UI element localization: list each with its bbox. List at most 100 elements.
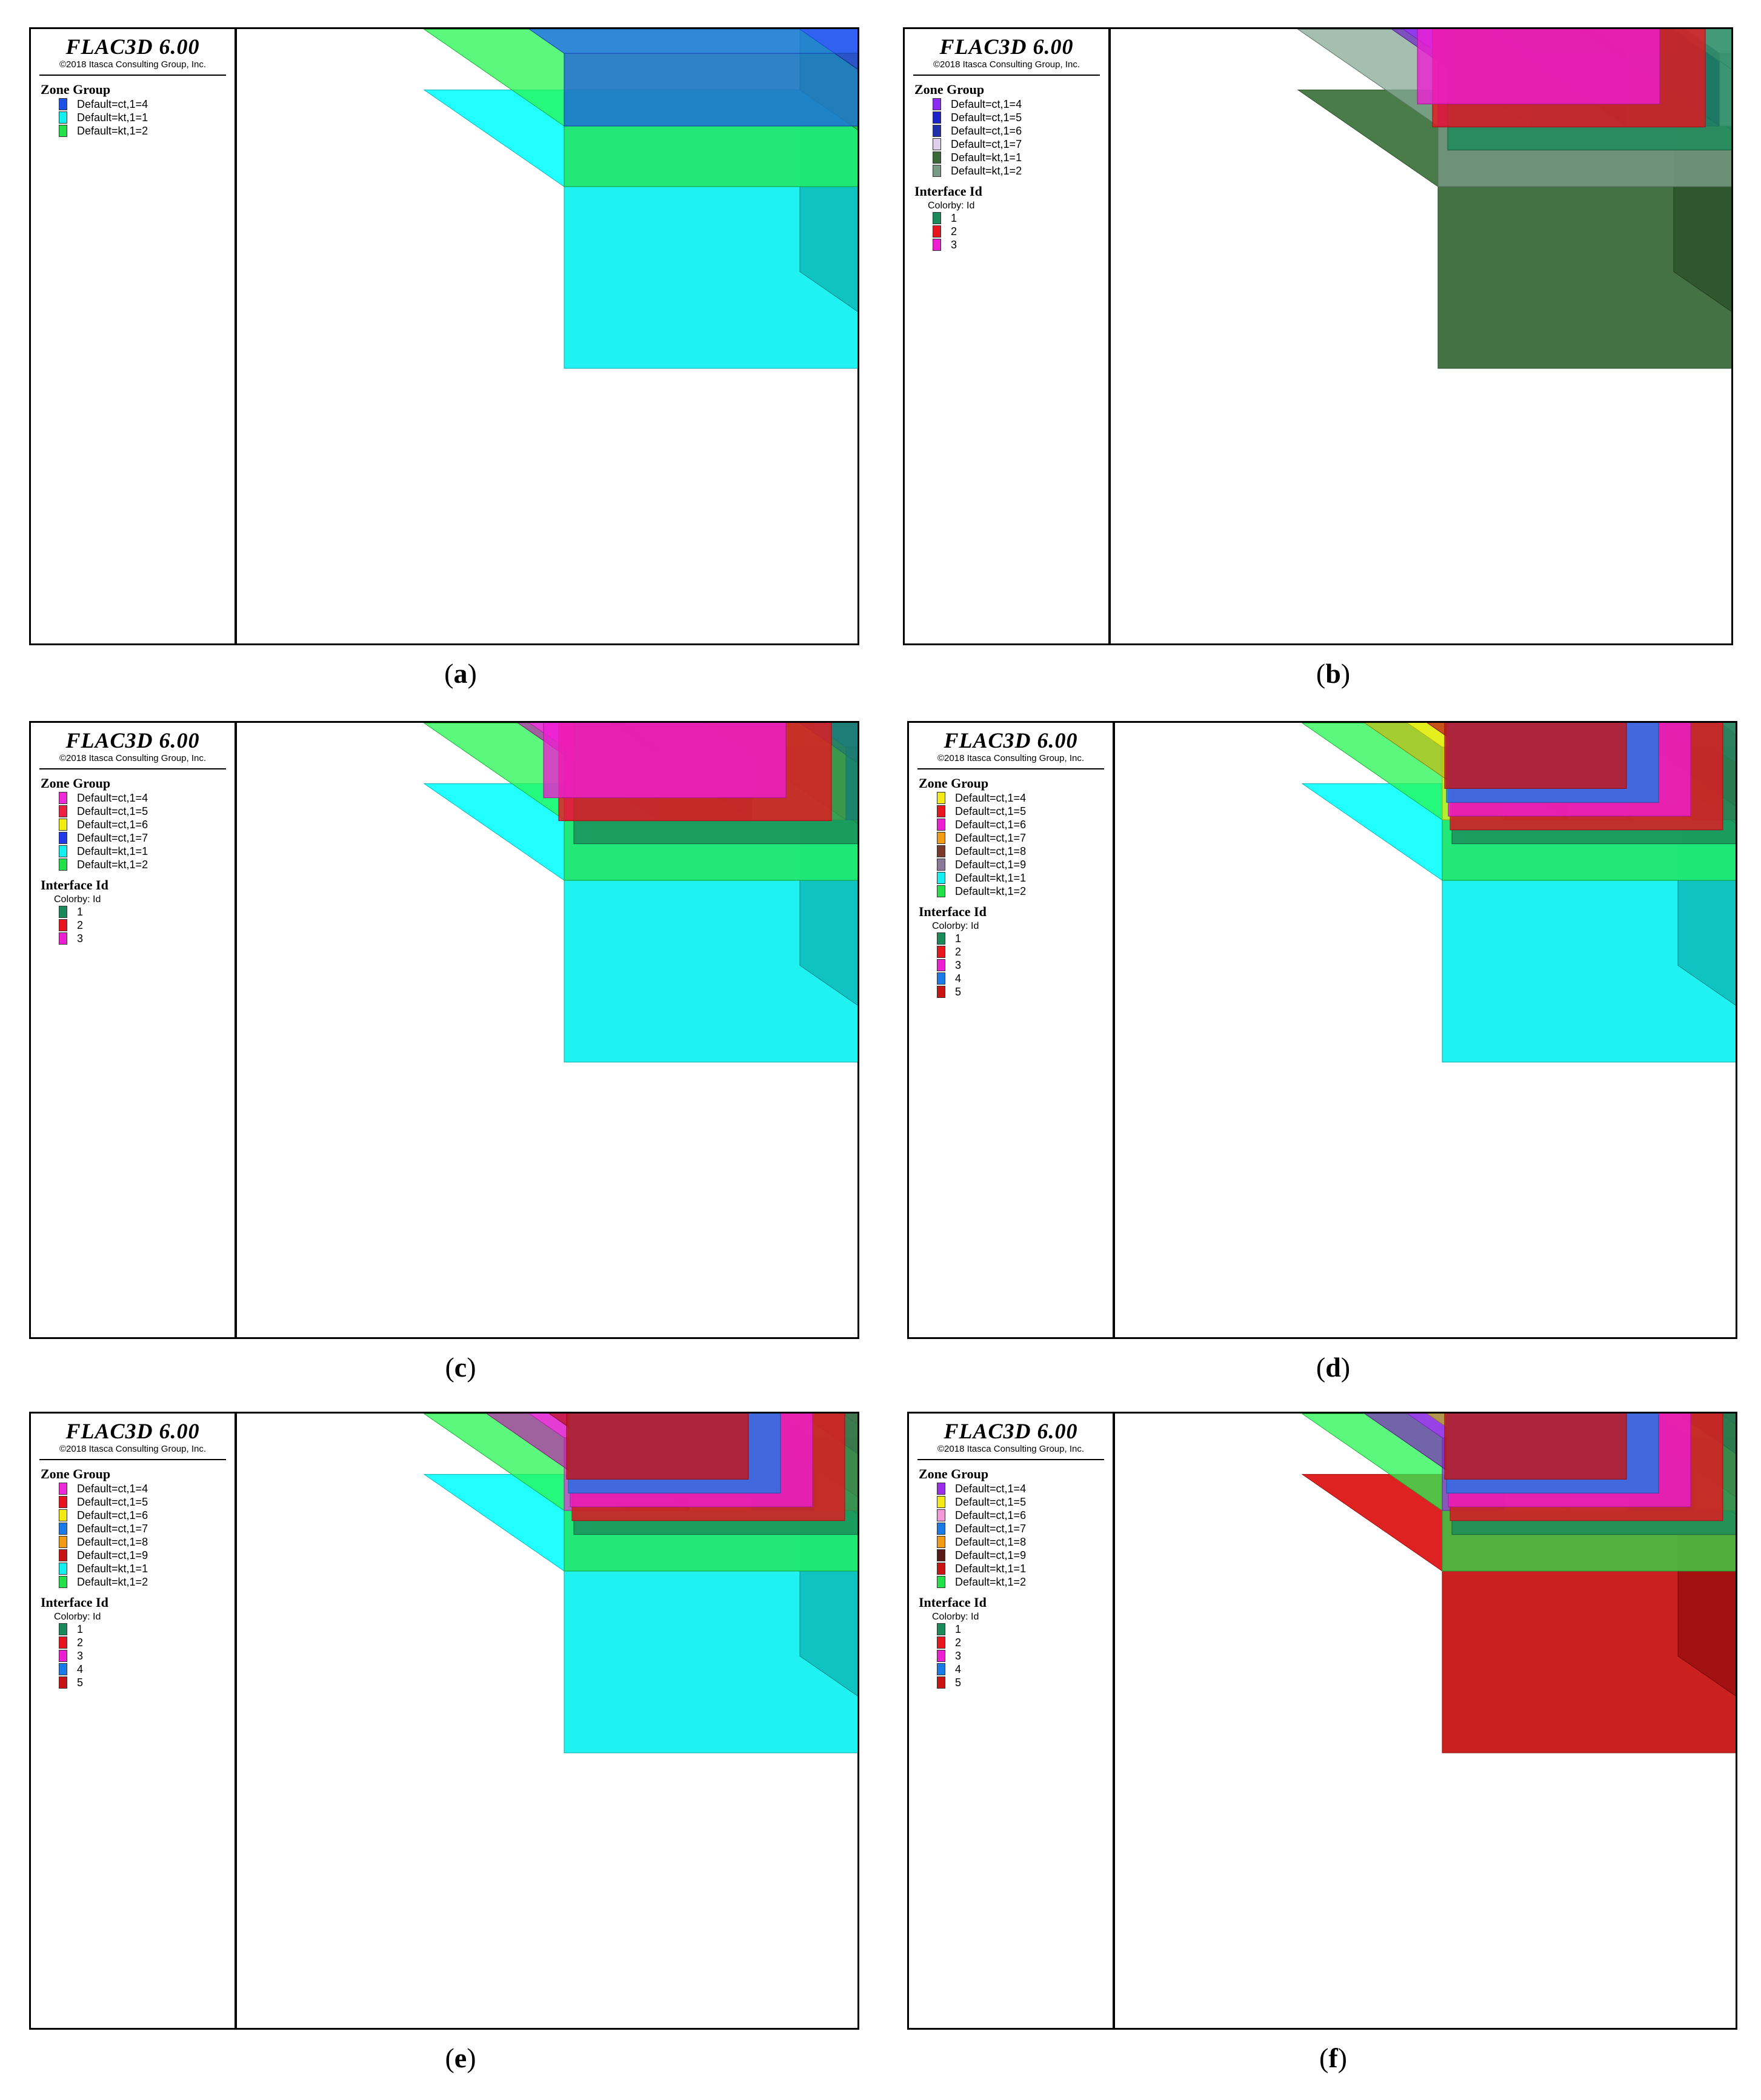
soil-layer-middle-front-face [564,125,857,187]
mesh-overlay [237,1438,849,2028]
legend-entry: Default=ct,1=4 [933,98,1102,111]
zone-group-title: Zone Group [919,1466,989,1481]
model-group [237,723,857,1337]
legend-entry: Default=ct,1=4 [59,98,228,111]
color-swatch [59,805,67,817]
legend-label: Default=ct,1=6 [77,1509,148,1521]
color-swatch [937,885,945,897]
legend-label: Default=kt,1=1 [955,1562,1027,1575]
model-3d-view [1297,29,1731,369]
legend-entry: Default=kt,1=1 [59,111,228,124]
mesh-overlay [237,747,849,1337]
app-title: FLAC3D 6.00 [944,1419,1078,1443]
caption-close: ) [1337,2042,1347,2073]
soil-layer-lower-front-face [564,1570,857,1753]
interface-label: 3 [955,959,962,971]
legend-label: Default=ct,1=8 [955,1535,1027,1548]
interface-entry: 4 [59,1663,228,1676]
color-swatch [59,845,67,857]
copyright-text: ©2018 Itasca Consulting Group, Inc. [39,753,226,769]
zone-group-title: Zone Group [41,1466,111,1481]
legend-label: Default=ct,1=6 [955,818,1027,831]
color-swatch [59,859,67,871]
caption-open: ( [445,2042,454,2073]
zone-group-title: Zone Group [41,82,111,97]
legend-entry: Default=ct,1=6 [59,1509,228,1522]
legend-entry: Default=ct,1=8 [59,1535,228,1549]
caption-open: ( [1319,2042,1329,2073]
legend-panel: FLAC3D 6.00 ©2018 Itasca Consulting Group… [31,1414,237,2028]
legend-label: Default=ct,1=7 [955,831,1027,844]
interface-label: 4 [955,972,962,985]
legend-label: Default=ct,1=7 [951,138,1022,150]
legend-entry: Default=kt,1=1 [933,151,1102,164]
interface-label: 2 [955,945,962,958]
interface-label: 1 [955,932,962,945]
color-swatch [59,1483,67,1495]
copyright-text: ©2018 Itasca Consulting Group, Inc. [913,59,1100,76]
model-viewport[interactable] [1115,1414,1736,2028]
interface-entry: 1 [937,1623,1107,1636]
app-title: FLAC3D 6.00 [939,35,1074,59]
interface-entry: 1 [59,1623,228,1636]
flac3d-panel-e: FLAC3D 6.00 ©2018 Itasca Consulting Group… [29,1412,859,2030]
color-swatch [937,805,945,817]
caption-close: ) [467,1352,476,1383]
legend-entry: Default=kt,1=1 [59,845,228,858]
soil-layer-lower-front-face [1442,1570,1736,1753]
color-swatch [59,919,67,931]
legend-label: Default=ct,1=9 [955,1549,1027,1561]
legend-label: Default=kt,1=2 [77,1575,148,1588]
interface-entry: 1 [933,211,1102,225]
legend-entry: Default=ct,1=4 [59,1482,228,1495]
legend-label: Default=ct,1=6 [77,818,148,831]
soil-layer-lower-front-face [564,880,857,1063]
caption-letter: e [454,2042,467,2073]
legend-entry: Default=ct,1=9 [59,1549,228,1562]
model-viewport[interactable] [237,29,857,643]
interface-label: 4 [77,1663,84,1675]
legend-entry: Default=ct,1=7 [937,831,1107,845]
legend-label: Default=ct,1=7 [77,831,148,844]
legend-panel: FLAC3D 6.00 ©2018 Itasca Consulting Group… [31,29,237,643]
legend-entry: Default=ct,1=5 [937,1495,1107,1509]
model-viewport[interactable] [237,1414,857,2028]
zone-group-title: Zone Group [919,776,989,791]
interface-plane-5 [566,1414,749,1480]
model-group [1297,29,1731,369]
color-swatch [933,225,941,238]
color-swatch [933,138,941,150]
panel-caption: (d) [1273,1351,1394,1383]
legend-entry: Default=kt,1=1 [937,1562,1107,1575]
legend-entry: Default=ct,1=7 [59,831,228,845]
color-swatch [937,1650,945,1662]
color-swatch [59,1536,67,1548]
color-swatch [937,832,945,844]
interface-label: 2 [955,1636,962,1649]
color-swatch [59,1523,67,1535]
interface-label: 4 [955,1663,962,1675]
color-swatch [937,872,945,884]
color-swatch [59,1636,67,1649]
color-swatch [937,859,945,871]
caption-letter: d [1325,1352,1341,1383]
color-swatch [937,1483,945,1495]
color-swatch [937,819,945,831]
model-viewport[interactable] [1115,723,1736,1337]
legend-entry: Default=kt,1=2 [59,1575,228,1589]
legend-label: Default=ct,1=4 [77,98,148,110]
legend-entry: Default=ct,1=6 [937,1509,1107,1522]
interface-label: 5 [77,1676,84,1689]
color-swatch [59,832,67,844]
flac3d-panel-f: FLAC3D 6.00 ©2018 Itasca Consulting Group… [907,1412,1737,2030]
legend-entry: Default=kt,1=2 [937,1575,1107,1589]
zone-block-1-top-face [528,29,857,54]
copyright-text: ©2018 Itasca Consulting Group, Inc. [917,753,1104,769]
color-swatch [59,1496,67,1508]
caption-close: ) [1340,658,1351,689]
legend-entry: Default=ct,1=4 [937,1482,1107,1495]
legend-entry: Default=ct,1=7 [937,1522,1107,1535]
model-viewport[interactable] [1111,29,1731,643]
model-viewport[interactable] [237,723,857,1337]
colorby-label: Colorby: Id [928,201,975,211]
